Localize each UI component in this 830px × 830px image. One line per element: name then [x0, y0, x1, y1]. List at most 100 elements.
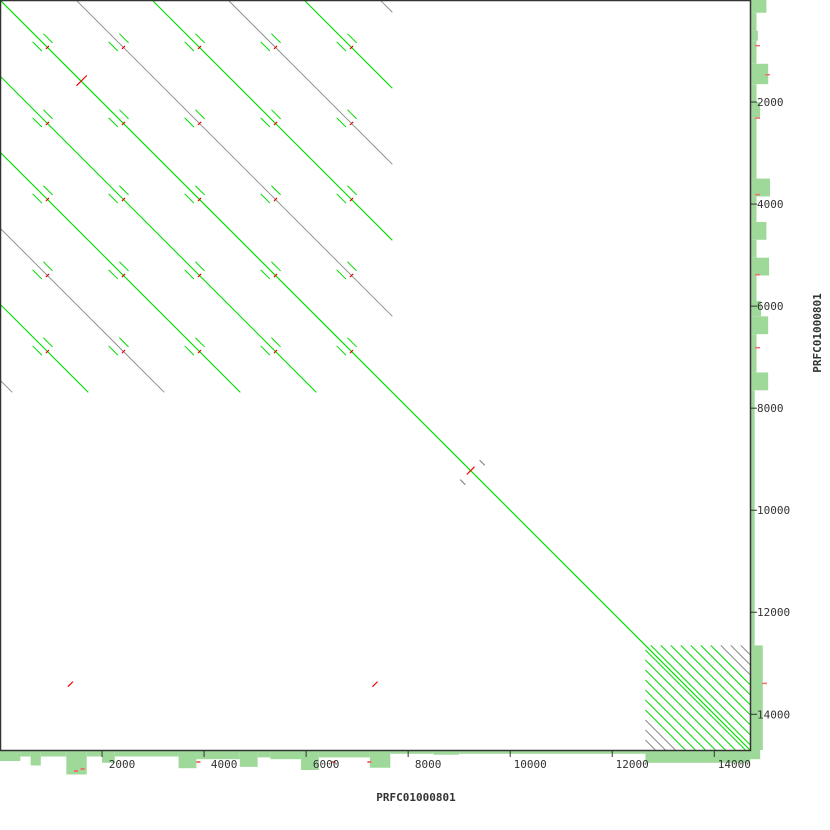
reverse-match — [76, 75, 88, 87]
tandem-repeat-diagonal — [645, 699, 696, 751]
repeat-fragment — [271, 261, 281, 272]
tandem-repeat-diagonal — [645, 669, 726, 751]
x-coverage-bar — [645, 750, 750, 763]
y-coverage-bar — [750, 372, 769, 391]
y-tick-label: 10000 — [757, 504, 790, 517]
x-tick-label: 2000 — [109, 758, 136, 771]
y-coverage-bar — [750, 275, 757, 302]
tandem-repeat-diagonal — [645, 679, 716, 751]
repeat-fragment — [260, 117, 271, 128]
x-coverage-highlight — [331, 761, 336, 763]
repeat-fragment — [347, 337, 357, 348]
x-tick-label: 12000 — [616, 758, 649, 771]
repeat-fragment — [43, 109, 53, 120]
repeat-fragment — [108, 117, 119, 128]
y-coverage-bar — [750, 239, 757, 258]
reverse-match — [197, 349, 202, 354]
repeat-fragment — [43, 185, 53, 196]
reverse-match — [349, 45, 354, 50]
repeat-fragment — [260, 193, 271, 204]
repeat-fragment — [195, 185, 205, 196]
repeat-fragment — [184, 117, 195, 128]
x-coverage-bar — [20, 750, 31, 757]
tandem-repeat-diagonal — [660, 645, 751, 735]
x-coverage-bar — [318, 750, 370, 758]
reverse-match — [466, 466, 475, 475]
tandem-repeat-diagonal — [730, 645, 751, 665]
repeat-fragment — [119, 109, 129, 120]
tandem-repeat-diagonal — [720, 645, 751, 675]
repeat-fragment — [271, 185, 281, 196]
y-coverage-bar — [750, 390, 755, 646]
tandem-repeat-diagonal — [710, 645, 751, 685]
repeat-fragment — [32, 269, 43, 280]
x-coverage-highlight — [80, 768, 85, 770]
y-tick-label: 4000 — [757, 198, 784, 211]
repeat-fragment — [336, 41, 347, 52]
repeat-fragment — [347, 109, 357, 120]
repeat-fragment — [43, 337, 53, 348]
y-coverage-bar — [750, 84, 757, 103]
x-coverage-highlight — [196, 761, 201, 763]
reverse-match — [45, 121, 50, 126]
reverse-match — [45, 45, 50, 50]
repeat-fragment — [108, 41, 119, 52]
alignment-segments — [0, 0, 751, 751]
y-coverage-highlight — [755, 117, 760, 119]
reverse-match — [197, 273, 202, 278]
reverse-match — [273, 273, 278, 278]
x-coverage-bar — [86, 750, 103, 757]
x-coverage-bar — [369, 750, 391, 768]
y-coverage-bar — [750, 334, 757, 373]
tandem-repeat-diagonal — [645, 709, 686, 751]
y-coverage-bar — [750, 196, 757, 222]
repeat-fragment — [184, 269, 195, 280]
reverse-match — [349, 273, 354, 278]
repeat-fragment — [184, 193, 195, 204]
repeat-fragment — [108, 345, 119, 356]
repeat-fragment — [260, 345, 271, 356]
repeat-fragment — [32, 41, 43, 52]
reverse-match — [121, 121, 126, 126]
x-coverage-bar — [301, 750, 319, 770]
repeat-fragment — [119, 185, 129, 196]
x-axis-title: PRFC01000801 — [376, 791, 456, 804]
repeat-fragment — [108, 269, 119, 280]
repeat-fragment — [336, 345, 347, 356]
x-coverage-bar — [0, 750, 21, 761]
tandem-repeat-diagonal — [645, 729, 666, 751]
repeat-fragment — [195, 33, 205, 44]
y-coverage-bar — [750, 30, 758, 41]
reverse-match — [273, 121, 278, 126]
y-coverage-highlight — [755, 273, 760, 276]
repeat-diagonal — [75, 0, 393, 317]
repeat-diagonal — [379, 0, 393, 13]
x-tick-label: 6000 — [313, 758, 340, 771]
reverse-match — [45, 197, 50, 202]
repeat-fragment — [119, 33, 129, 44]
repeat-fragment — [119, 337, 129, 348]
reverse-match — [372, 681, 378, 688]
reverse-match — [349, 349, 354, 354]
tandem-repeat-diagonal — [645, 659, 736, 751]
tandem-repeat-diagonal — [650, 645, 751, 745]
repeat-diagonal — [227, 0, 393, 165]
reverse-match — [45, 349, 50, 354]
y-coverage-highlight — [755, 193, 760, 196]
reverse-match — [273, 349, 278, 354]
x-coverage-bar — [433, 750, 460, 755]
y-axis: 2000 4000 6000 8000 10000 12000 14000 — [750, 96, 790, 721]
repeat-diagonal — [303, 0, 393, 89]
main-diagonal — [0, 0, 751, 751]
x-coverage-bar — [196, 750, 240, 760]
repeat-fragment — [43, 33, 53, 44]
repeat-diagonal — [0, 303, 89, 393]
x-tick-label: 4000 — [211, 758, 238, 771]
repeat-fragment — [271, 337, 281, 348]
y-coverage-highlight — [755, 44, 760, 47]
tandem-repeat-diagonal — [645, 689, 706, 751]
reverse-match — [197, 197, 202, 202]
y-coverage-highlight — [755, 346, 760, 349]
x-coverage-bar — [114, 750, 179, 757]
y-coverage-bar — [750, 63, 769, 85]
